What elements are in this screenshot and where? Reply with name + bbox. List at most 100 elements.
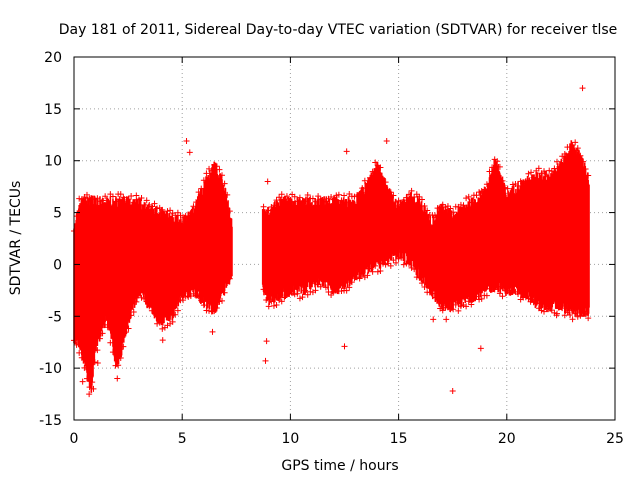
outlier-point bbox=[262, 357, 269, 364]
data-point bbox=[343, 198, 350, 205]
data-point bbox=[418, 280, 425, 287]
data-point bbox=[582, 310, 589, 317]
x-tick-label: 0 bbox=[70, 431, 79, 447]
data-point bbox=[278, 191, 285, 198]
data-point bbox=[359, 270, 366, 277]
data-point bbox=[429, 290, 436, 297]
y-axis-label: SDTVAR / TECUs bbox=[8, 181, 24, 296]
data-point bbox=[463, 303, 470, 310]
data-point bbox=[73, 213, 80, 220]
data-point bbox=[447, 205, 454, 212]
data-point bbox=[109, 349, 116, 356]
data-point bbox=[91, 196, 98, 203]
data-point bbox=[211, 161, 218, 168]
data-point bbox=[457, 303, 464, 310]
data-point bbox=[120, 194, 127, 201]
data-point bbox=[483, 181, 490, 188]
data-point bbox=[574, 145, 581, 152]
data-point bbox=[180, 214, 187, 221]
data-point bbox=[115, 362, 122, 369]
data-point bbox=[460, 302, 467, 309]
data-point bbox=[504, 185, 511, 192]
outlier-point bbox=[186, 149, 193, 156]
data-point bbox=[193, 199, 200, 206]
data-point bbox=[541, 168, 548, 175]
data-point bbox=[548, 307, 555, 314]
data-point bbox=[283, 291, 290, 298]
data-point bbox=[354, 192, 361, 199]
x-tick-label: 25 bbox=[606, 431, 624, 447]
data-point bbox=[390, 257, 397, 264]
data-point bbox=[455, 307, 462, 314]
data-point bbox=[330, 288, 337, 295]
data-point bbox=[130, 308, 137, 315]
data-point bbox=[533, 300, 540, 307]
data-point bbox=[286, 288, 293, 295]
data-point bbox=[128, 312, 135, 319]
data-point bbox=[387, 262, 394, 269]
data-point bbox=[263, 296, 270, 303]
data-point bbox=[260, 203, 267, 210]
data-point bbox=[525, 295, 532, 302]
data-point bbox=[385, 260, 392, 267]
data-point bbox=[450, 306, 457, 313]
data-point bbox=[286, 197, 293, 204]
data-point bbox=[216, 298, 223, 305]
data-point bbox=[566, 312, 573, 319]
data-point bbox=[367, 174, 374, 181]
data-point bbox=[102, 193, 109, 200]
data-point bbox=[120, 343, 127, 350]
data-point bbox=[395, 255, 402, 262]
data-point bbox=[117, 191, 124, 198]
data-point bbox=[141, 295, 148, 302]
data-point bbox=[382, 261, 389, 268]
data-point bbox=[437, 204, 444, 211]
data-point bbox=[224, 280, 231, 287]
data-point bbox=[89, 379, 96, 386]
data-point bbox=[96, 335, 103, 342]
data-point bbox=[398, 201, 405, 208]
data-point bbox=[146, 201, 153, 208]
data-point bbox=[333, 192, 340, 199]
outlier-point bbox=[86, 391, 93, 398]
x-tick-label: 5 bbox=[178, 431, 187, 447]
data-point bbox=[491, 286, 498, 293]
data-point bbox=[99, 197, 106, 204]
data-point bbox=[122, 329, 129, 336]
data-point bbox=[431, 212, 438, 219]
data-point bbox=[182, 293, 189, 300]
data-point bbox=[561, 151, 568, 158]
data-point bbox=[377, 268, 384, 275]
outlier-point bbox=[449, 387, 456, 394]
data-point bbox=[403, 194, 410, 201]
data-point bbox=[468, 199, 475, 206]
data-point bbox=[203, 170, 210, 177]
data-point bbox=[483, 292, 490, 299]
outlier-point bbox=[264, 178, 271, 185]
data-point bbox=[117, 355, 124, 362]
data-point bbox=[398, 254, 405, 261]
data-point bbox=[283, 193, 290, 200]
data-point bbox=[172, 311, 179, 318]
data-point bbox=[294, 290, 301, 297]
data-point bbox=[219, 297, 226, 304]
data-point bbox=[213, 304, 220, 311]
data-point bbox=[405, 191, 412, 198]
y-tick-label: 0 bbox=[53, 257, 62, 273]
data-point bbox=[507, 290, 514, 297]
data-point bbox=[538, 307, 545, 314]
data-point bbox=[182, 212, 189, 219]
data-point bbox=[156, 319, 163, 326]
data-point bbox=[278, 298, 285, 305]
data-point bbox=[463, 195, 470, 202]
outlier-point bbox=[343, 148, 350, 155]
data-point bbox=[522, 178, 529, 185]
data-point bbox=[312, 198, 319, 205]
data-point bbox=[226, 275, 233, 282]
data-point bbox=[143, 197, 150, 204]
y-tick-label: 5 bbox=[53, 206, 62, 222]
outlier-point bbox=[209, 328, 216, 335]
y-tick-label: 10 bbox=[44, 154, 62, 170]
data-point bbox=[361, 177, 368, 184]
outlier-point bbox=[527, 298, 534, 305]
